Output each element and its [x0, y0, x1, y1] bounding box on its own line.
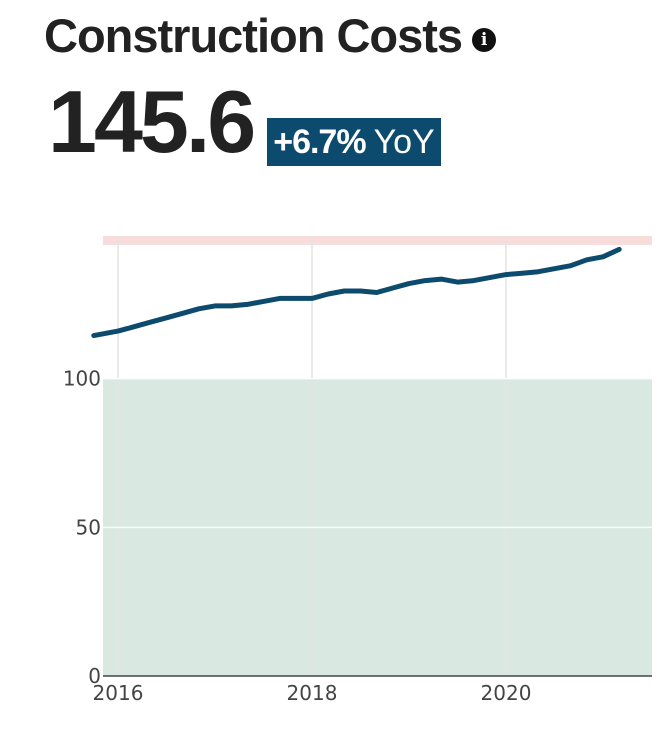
title-row: Construction Costs i	[44, 8, 497, 64]
y-tick-label: 100	[63, 367, 101, 391]
x-tick-label: 2016	[93, 681, 144, 705]
info-icon[interactable]: i	[472, 28, 497, 52]
value-row: 145.6 +6.7% YoY	[48, 78, 441, 166]
yoy-change: +6.7%	[273, 122, 366, 161]
series-line	[91, 246, 622, 339]
yoy-badge: +6.7% YoY	[267, 118, 441, 166]
upper-band	[103, 236, 652, 245]
yoy-label: YoY	[373, 122, 435, 161]
x-tick-label: 2018	[287, 681, 338, 705]
y-tick-label: 50	[76, 515, 101, 539]
page-title: Construction Costs	[44, 9, 463, 62]
current-value: 145.6	[48, 72, 256, 171]
x-tick-label: 2020	[481, 681, 532, 705]
y-tick-label: 0	[88, 664, 101, 688]
